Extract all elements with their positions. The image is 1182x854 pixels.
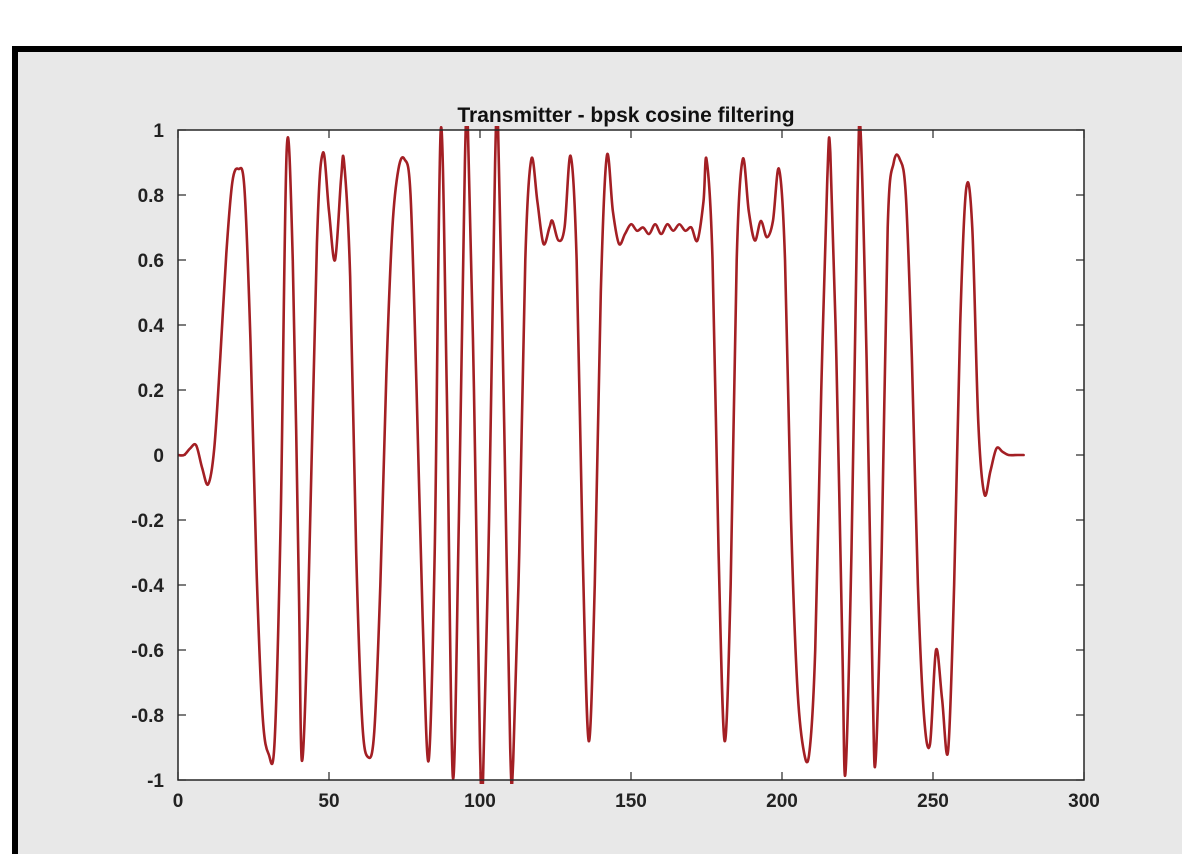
y-tick-label: -1 <box>147 771 164 792</box>
y-tick-label: -0.8 <box>131 706 164 727</box>
chart: Transmitter - bpsk cosine filtering 0 50 1… <box>131 104 1100 812</box>
axes-frame <box>177 129 1085 781</box>
chart-title: Transmitter - bpsk cosine filtering <box>457 104 794 127</box>
x-tick-label: 150 <box>615 791 647 812</box>
x-tick-label: 50 <box>318 791 339 812</box>
y-tick-label: -0.6 <box>131 641 164 662</box>
y-tick-label: 0 <box>153 446 164 467</box>
y-tick-label: 0.8 <box>138 186 164 207</box>
x-tick-label: 300 <box>1068 791 1100 812</box>
y-tick-label: -0.4 <box>131 576 164 597</box>
y-tick-label: -0.2 <box>131 511 164 532</box>
x-tick-label: 100 <box>464 791 496 812</box>
x-tick-label: 250 <box>917 791 949 812</box>
x-tick-label: 200 <box>766 791 798 812</box>
tick-layer: 0 50 100 150 200 250 300 1 0.8 0.6 0.4 0.2 0 -0.2 -0.4… <box>131 121 1100 812</box>
figure-window: Transmitter - bpsk cosine filtering 0 50 1… <box>12 46 1182 854</box>
y-tick-label: 0.6 <box>138 251 164 272</box>
y-tick-label: 0.2 <box>138 381 164 402</box>
x-tick-label: 0 <box>173 791 184 812</box>
axes-background <box>178 130 1084 780</box>
plot-layer <box>178 126 1025 784</box>
y-tick-label: 1 <box>153 121 164 142</box>
series-line-0 <box>178 126 1025 784</box>
y-tick-label: 0.4 <box>138 316 165 337</box>
